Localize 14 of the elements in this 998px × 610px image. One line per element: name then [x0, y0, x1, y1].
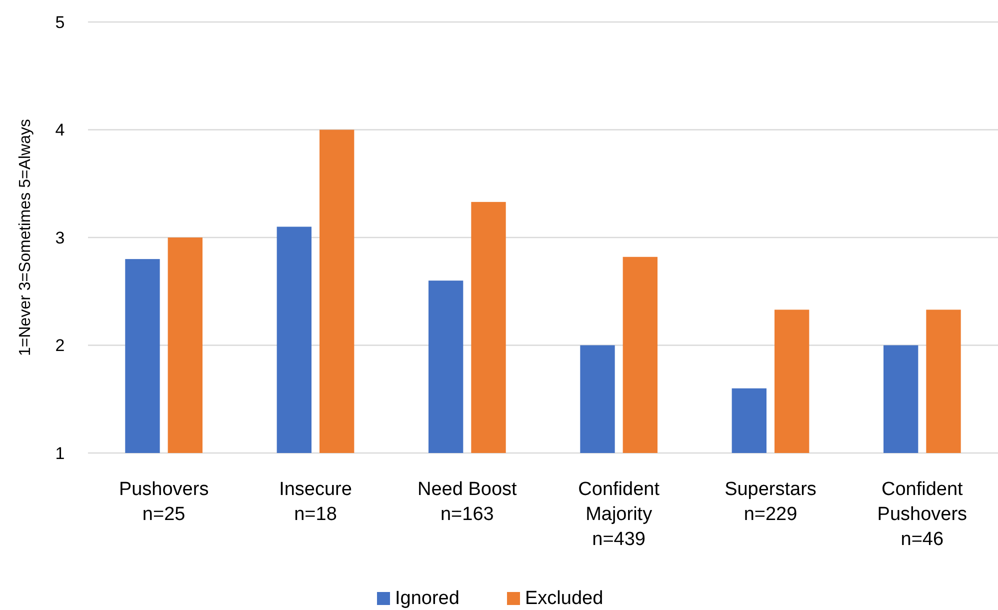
x-tick-label: Superstars n=229: [724, 479, 816, 525]
x-tick-label: Confident Pushovers n=46: [877, 479, 968, 550]
y-tick-label: 5: [55, 12, 65, 32]
y-tick-label: 3: [55, 228, 65, 248]
y-tick-label: 1: [55, 444, 65, 463]
legend-label: Ignored: [395, 588, 460, 609]
x-tick-label: Confident Majority n=439: [578, 479, 660, 550]
y-tick-label: 4: [55, 120, 65, 140]
y-tick-label: 2: [55, 336, 65, 356]
x-tick-label: Need Boost n=163: [418, 479, 518, 525]
x-tick-label: Pushovers n=25: [118, 479, 209, 525]
x-tick-label: Insecure n=18: [279, 479, 352, 525]
y-axis-title: 1=Never 3=Sometimes 5=Always: [17, 119, 34, 356]
legend-label: Excluded: [525, 588, 604, 609]
